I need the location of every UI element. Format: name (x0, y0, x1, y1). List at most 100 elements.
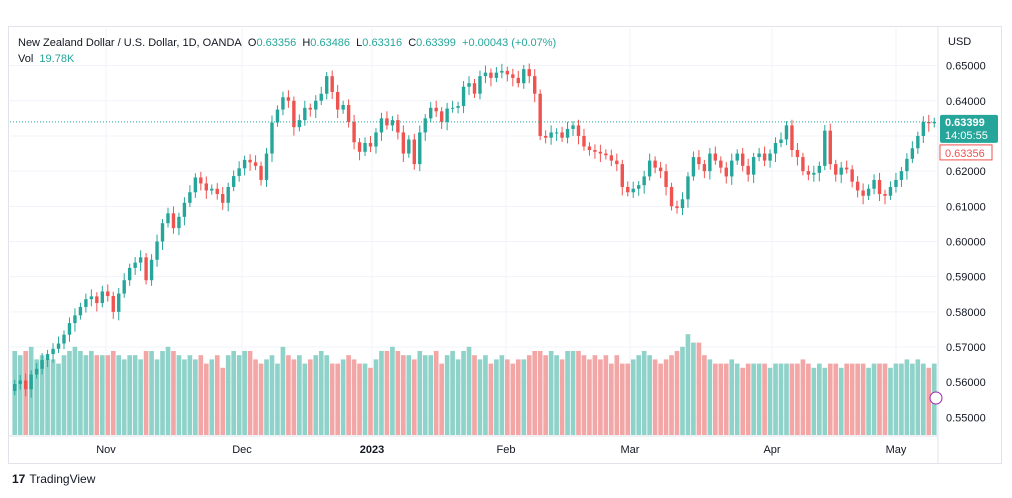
volume-bar (713, 363, 718, 435)
volume-bar (406, 355, 412, 435)
candle-body (702, 164, 707, 172)
candle-body (385, 118, 389, 126)
volume-bar (581, 355, 587, 435)
candle-body (658, 167, 663, 172)
candle-body (850, 169, 854, 182)
candle-body (62, 334, 66, 344)
candle-body (899, 171, 904, 180)
volume-bar (50, 359, 56, 435)
candle-body (631, 188, 635, 193)
tradingview-footer[interactable]: 17 TradingView (12, 472, 95, 486)
candle-body (538, 93, 542, 136)
volume-bar (926, 367, 932, 435)
volume-bar (691, 342, 696, 435)
volume-bar (127, 355, 133, 435)
volume-bar (78, 351, 83, 435)
candle-body (691, 157, 696, 177)
candle-body (418, 132, 422, 165)
candle-body (379, 118, 384, 133)
volume-bar (844, 363, 850, 435)
candle-body (138, 257, 143, 263)
volume-bar (762, 363, 767, 435)
low-value: 0.63316 (362, 37, 403, 49)
candle-body (549, 132, 553, 138)
candle-body (13, 383, 17, 392)
candle-body (768, 153, 772, 161)
volume-bar (740, 367, 746, 435)
volume-bar (105, 355, 111, 435)
volume-bar (275, 363, 280, 435)
volume-bar (636, 355, 642, 435)
candle-body (210, 188, 214, 191)
volume-bar (340, 359, 346, 435)
candle-body (637, 185, 641, 189)
volume-bar (302, 363, 308, 435)
candle-body (215, 188, 219, 195)
chart-legend: New Zealand Dollar / U.S. Dollar, 1D, OA… (18, 35, 556, 67)
volume-bar (214, 355, 220, 435)
volume-bar (411, 359, 417, 435)
candle-body (888, 186, 893, 196)
candle-body (609, 155, 614, 161)
candle-body (784, 125, 789, 140)
candle-body (456, 106, 460, 108)
close-label: C (408, 37, 417, 49)
candle-body (483, 72, 488, 77)
volume-bar (324, 355, 330, 435)
volume-bar (72, 346, 78, 435)
candle-body (264, 153, 269, 180)
candle-body (757, 153, 761, 158)
candle-body (314, 100, 318, 110)
volume-bar (838, 367, 844, 435)
volume-bar (351, 359, 357, 435)
candle-body (34, 368, 39, 375)
candle-body (675, 206, 679, 209)
candle-body (806, 171, 811, 175)
volume-bar (182, 359, 187, 435)
x-tick-label: Nov (96, 444, 116, 456)
candle-body (237, 168, 241, 177)
volume-bar (494, 359, 499, 435)
candle-body (188, 192, 192, 203)
event-marker-icon[interactable] (929, 391, 943, 405)
candle-body (231, 176, 236, 187)
candle-body (817, 165, 822, 173)
candle-body (861, 190, 865, 196)
volume-bar (576, 351, 581, 435)
volume-bar (860, 363, 866, 435)
volume-bar (138, 359, 143, 435)
candle-body (45, 354, 50, 361)
candle-body (445, 108, 449, 122)
candle-body (434, 107, 438, 112)
volume-bar (822, 367, 828, 435)
volume-bar (920, 363, 926, 435)
y-tick-label: 0.55000 (946, 412, 986, 424)
candle-body (401, 132, 406, 154)
candle-body (23, 380, 28, 390)
volume-bar (307, 359, 313, 435)
volume-bar (603, 355, 609, 435)
candle-body (844, 167, 849, 170)
y-tick-label: 0.65000 (946, 61, 986, 73)
volume-bar (433, 351, 439, 435)
currency-label: USD (948, 36, 971, 48)
volume-bar (149, 351, 154, 435)
volume-bar (641, 351, 647, 435)
last-price-label: 0.63399 (945, 117, 985, 129)
volume-bar (515, 359, 521, 435)
candle-body (171, 213, 176, 229)
volume-bar (291, 359, 297, 435)
candle-body (565, 128, 570, 138)
volume-bar (849, 363, 855, 435)
countdown-label: 14:05:55 (945, 130, 988, 142)
candle-body (407, 139, 411, 154)
volume-bar (652, 359, 658, 435)
candle-body (642, 176, 646, 186)
candle-body (834, 164, 838, 175)
volume-bar (609, 363, 614, 435)
y-tick-label: 0.56000 (946, 377, 986, 389)
candle-body (423, 118, 427, 133)
candle-body (18, 380, 22, 384)
volume-bar (61, 355, 67, 435)
